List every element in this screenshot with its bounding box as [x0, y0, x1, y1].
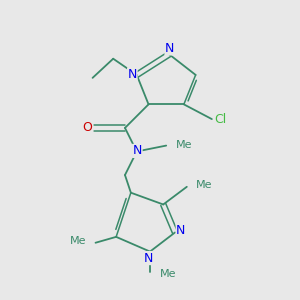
Text: Cl: Cl [214, 113, 227, 126]
Text: Me: Me [159, 269, 176, 279]
Text: O: O [82, 122, 92, 134]
Text: Me: Me [70, 236, 86, 246]
Text: N: N [128, 68, 137, 81]
Text: N: N [133, 144, 142, 158]
Text: Me: Me [196, 180, 213, 190]
Text: Me: Me [176, 140, 192, 150]
Text: N: N [144, 252, 153, 265]
Text: N: N [165, 42, 174, 55]
Text: N: N [176, 224, 186, 237]
